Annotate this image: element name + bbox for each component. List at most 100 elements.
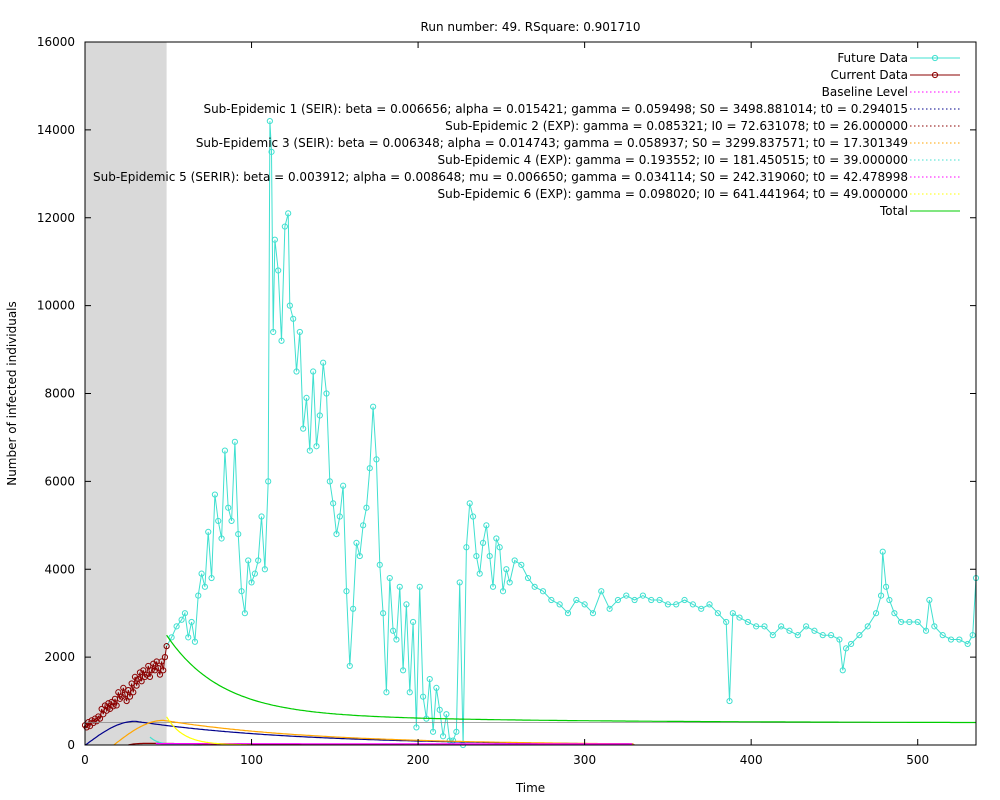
legend-entry-label: Sub-Epidemic 6 (EXP): gamma = 0.098020; …: [437, 187, 908, 201]
data-point: [416, 583, 423, 590]
y-tick-label: 14000: [37, 123, 75, 137]
legend-entry-label: Total: [879, 204, 908, 218]
data-point: [211, 491, 219, 498]
data-point: [300, 425, 307, 432]
data-point: [265, 478, 272, 485]
data-point: [864, 623, 871, 630]
data-point: [614, 596, 622, 604]
data-point: [506, 579, 513, 586]
data-point: [286, 302, 293, 309]
legend-entry-label: Sub-Epidemic 2 (EXP): gamma = 0.085321; …: [445, 119, 908, 133]
data-point: [664, 601, 671, 608]
data-point: [320, 359, 327, 366]
data-point: [419, 693, 427, 700]
data-point: [698, 605, 705, 612]
x-tick-label: 400: [740, 753, 763, 767]
data-point: [483, 522, 490, 529]
data-point: [426, 675, 433, 683]
data-point: [323, 390, 330, 397]
data-point: [126, 693, 134, 700]
data-point: [350, 605, 357, 612]
data-point: [403, 601, 410, 608]
data-point: [163, 643, 170, 650]
data-point: [195, 592, 202, 599]
x-tick-label: 100: [240, 753, 263, 767]
data-point: [121, 691, 129, 698]
data-point: [258, 513, 265, 520]
data-point: [456, 579, 463, 586]
data-point: [778, 623, 785, 630]
data-point: [499, 588, 507, 595]
data-point: [906, 618, 913, 626]
data-point: [125, 686, 132, 694]
data-point: [360, 522, 367, 529]
legend-entry-label: Current Data: [830, 68, 908, 82]
legend-entry-label: Sub-Epidemic 4 (EXP): gamma = 0.193552; …: [437, 153, 908, 167]
data-point: [343, 588, 350, 595]
x-tick-label: 300: [573, 753, 596, 767]
data-point: [293, 368, 300, 375]
data-point: [218, 535, 225, 542]
data-point: [168, 634, 175, 641]
model-curve: [166, 716, 252, 746]
data-point: [489, 583, 497, 590]
data-point: [326, 478, 333, 485]
data-point: [158, 658, 165, 665]
data-point: [539, 588, 547, 595]
data-point: [146, 673, 154, 680]
data-point: [753, 623, 760, 630]
data-point: [803, 623, 810, 630]
data-point: [589, 610, 597, 617]
series-3: [85, 720, 634, 746]
legend-entry-label: Baseline Level: [822, 85, 908, 99]
data-point: [476, 570, 483, 577]
series-layer: [81, 117, 980, 749]
series-9: [166, 634, 976, 724]
data-point: [173, 623, 180, 630]
data-point: [215, 517, 222, 525]
data-point: [363, 504, 370, 511]
data-point: [436, 706, 443, 713]
data-point: [811, 627, 818, 634]
model-curve: [166, 634, 976, 724]
x-tick-label: 500: [906, 753, 929, 767]
data-point: [313, 443, 320, 450]
series-1: [81, 643, 170, 731]
data-point: [235, 531, 242, 538]
data-point: [828, 632, 835, 639]
data-point: [380, 610, 387, 617]
data-point: [336, 513, 343, 520]
y-tick-label: 4000: [44, 562, 75, 576]
data-point: [231, 438, 238, 445]
data-point: [346, 662, 353, 670]
data-point: [133, 682, 140, 689]
data-point: [333, 531, 340, 538]
series-0: [163, 117, 980, 749]
data-point: [396, 583, 403, 590]
data-point: [413, 724, 420, 731]
data-point: [931, 623, 938, 630]
data-point: [886, 596, 893, 604]
data-point: [648, 596, 655, 604]
data-point: [406, 689, 413, 696]
data-point: [819, 632, 826, 639]
data-point: [714, 610, 721, 617]
data-point: [922, 627, 930, 634]
data-point: [290, 315, 297, 322]
data-point: [245, 557, 252, 564]
data-point: [399, 667, 407, 674]
series-8: [166, 716, 252, 746]
data-point: [744, 618, 751, 626]
data-point: [872, 610, 880, 617]
data-point: [443, 711, 450, 718]
data-point: [926, 596, 933, 604]
data-point: [198, 570, 205, 577]
legend: Future Data Current Data Baseline Level Sub…: [93, 51, 960, 218]
data-point: [453, 728, 460, 735]
data-point: [123, 697, 130, 705]
data-point: [103, 707, 110, 714]
data-point: [631, 596, 638, 604]
data-point: [891, 610, 898, 617]
data-point: [842, 645, 850, 652]
